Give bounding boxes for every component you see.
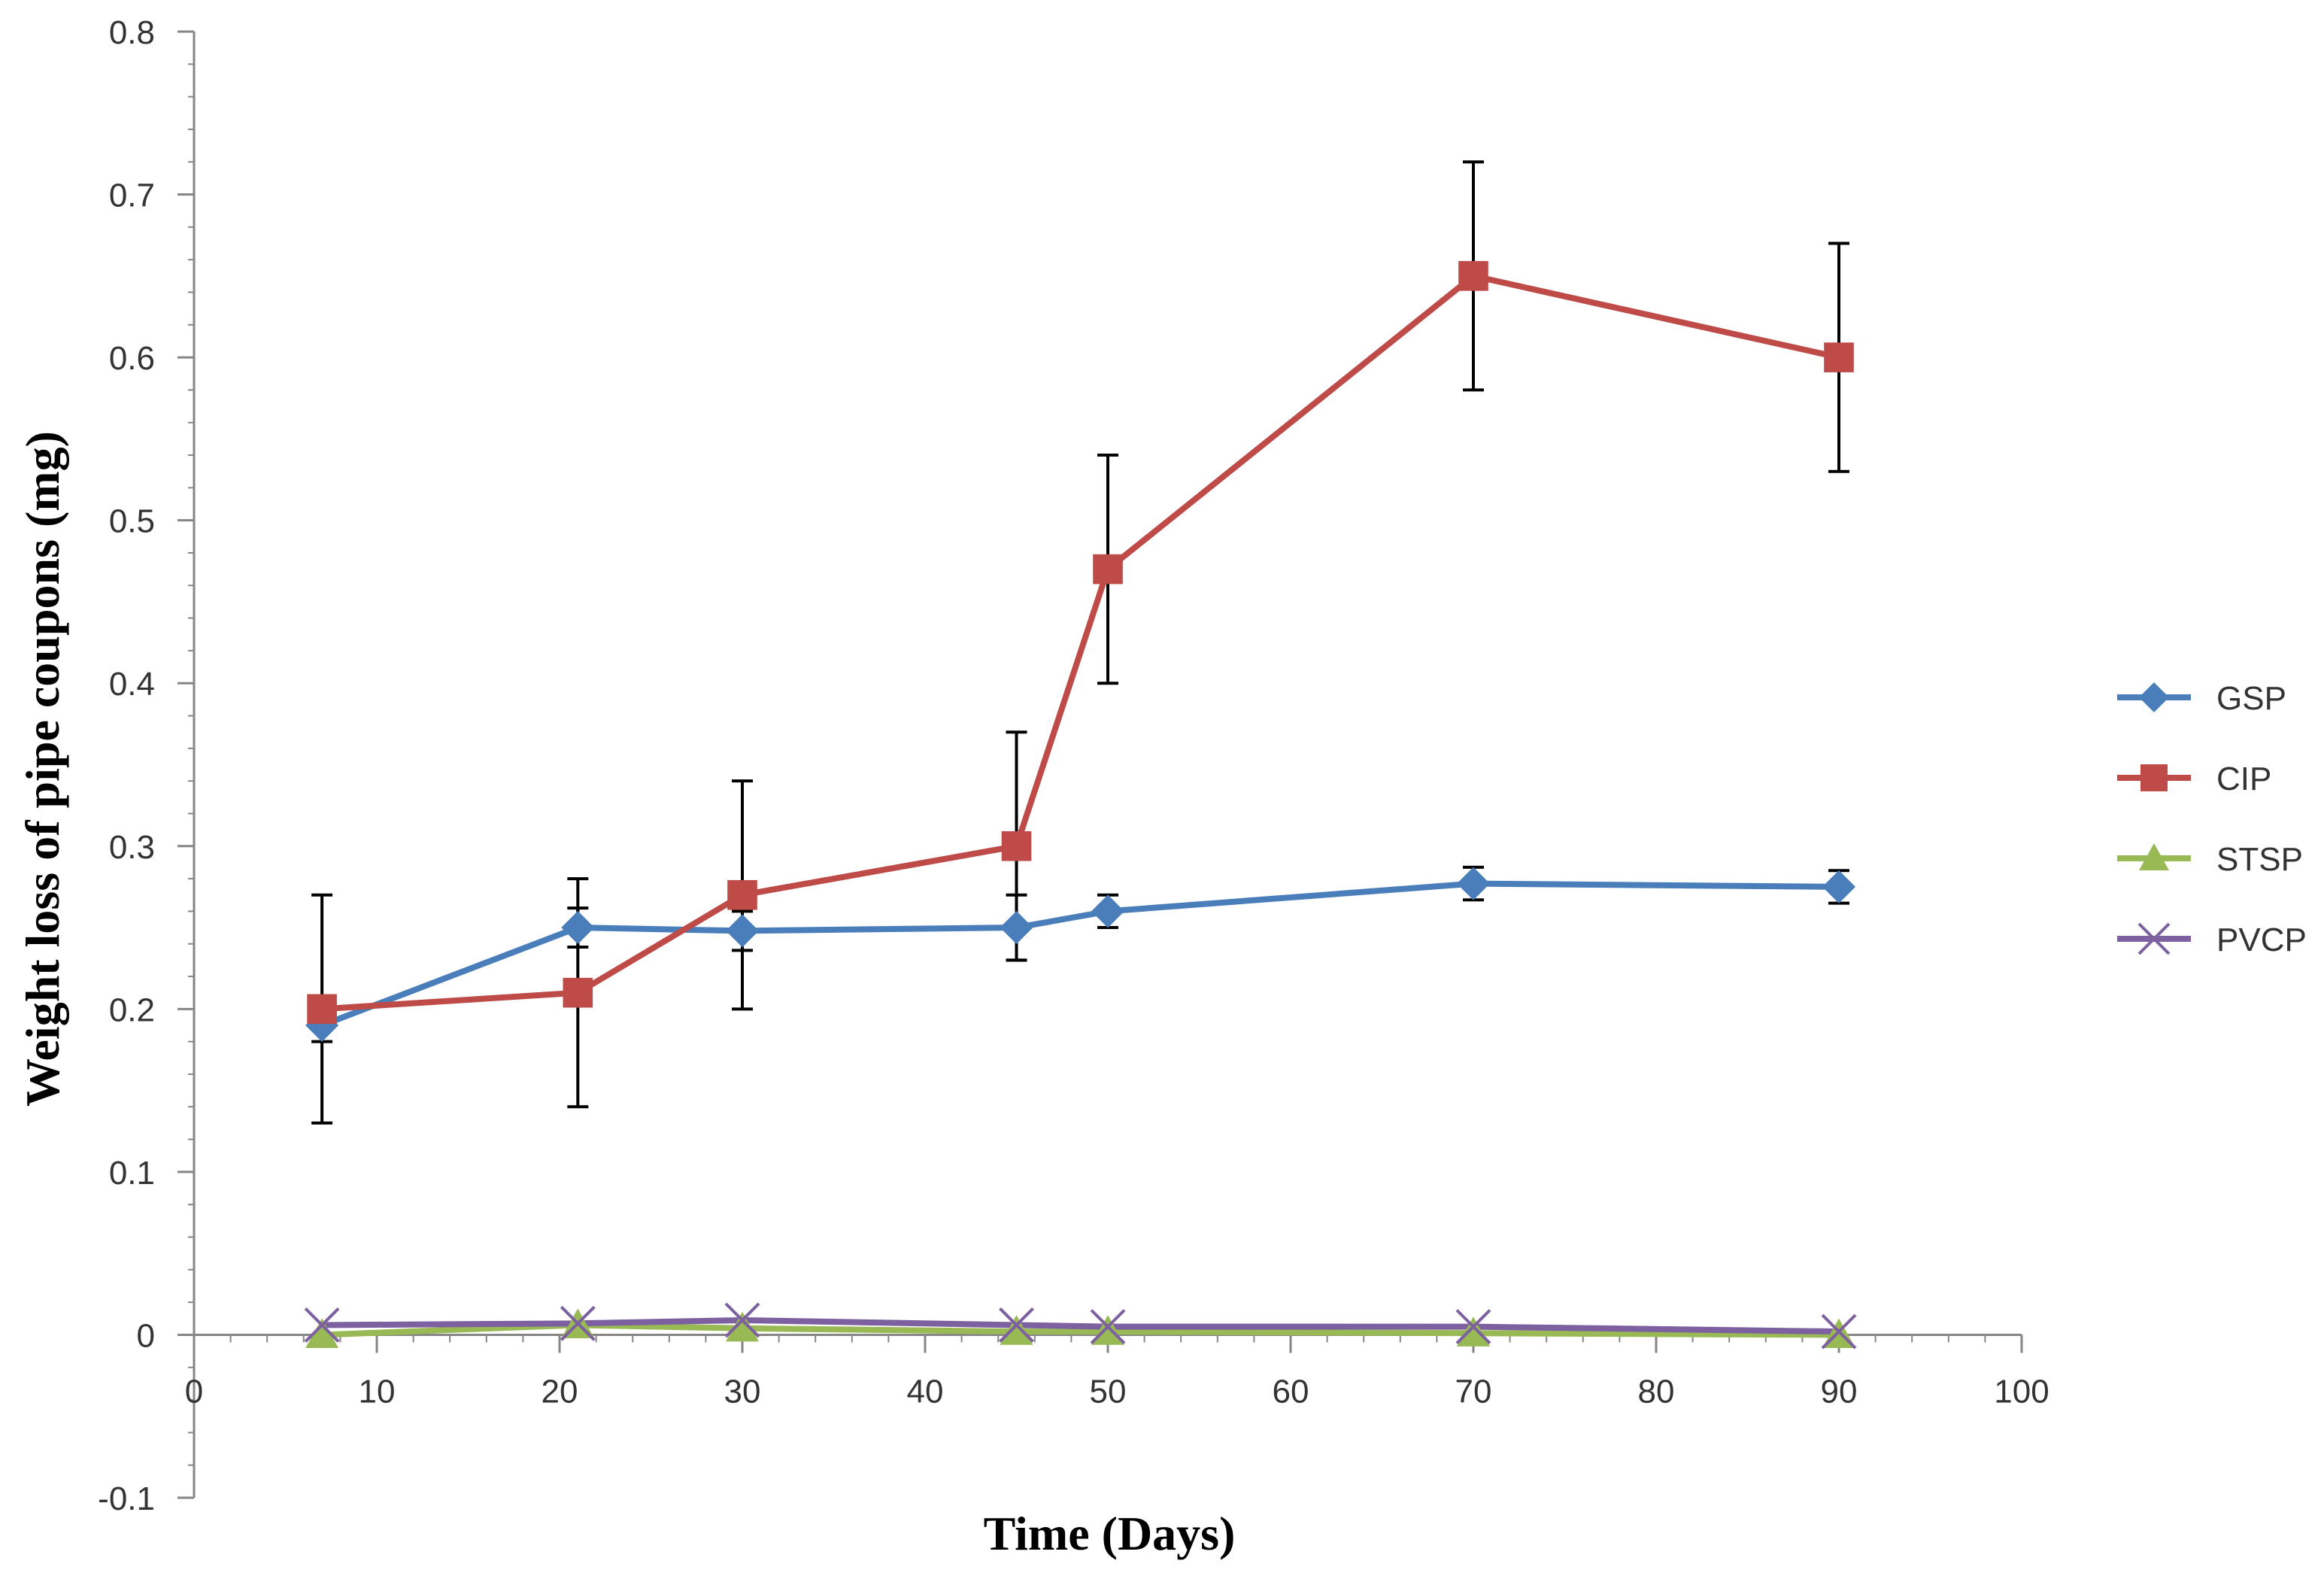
series-line-gsp: [320, 880, 1840, 1028]
y-tick-label: 0.2: [109, 991, 155, 1028]
point-pvcp: [999, 1307, 1034, 1343]
point-stsp: [305, 1318, 339, 1349]
x-tick-label: 60: [1273, 1373, 1309, 1410]
y-tick-label: 0.8: [109, 14, 155, 51]
point-pvcp-stroke: [724, 1302, 760, 1338]
point-gsp: [726, 914, 759, 948]
legend-marker-gsp: [2139, 682, 2169, 712]
y-tick-label: 0.7: [109, 178, 155, 214]
legend-label-pvcp: PVCP: [2216, 922, 2307, 958]
point-cip: [1093, 554, 1123, 584]
x-tick-label: 40: [907, 1373, 944, 1410]
y-tick-label: 0.3: [109, 829, 155, 866]
series-line-cip: [321, 272, 1840, 1013]
point-stsp: [1000, 1315, 1033, 1345]
x-tick-label: 70: [1455, 1373, 1492, 1410]
x-tick-label: 20: [542, 1373, 578, 1410]
point-pvcp-stroke: [304, 1307, 340, 1343]
point-gsp: [1822, 870, 1855, 903]
y-axis-title: Weight loss of pipe coupons (mg): [16, 431, 69, 1107]
legend: GSP CIP STSP PVCP: [2117, 680, 2307, 958]
x-tick-label: 0: [185, 1373, 203, 1410]
point-gsp: [561, 911, 595, 945]
point-cip: [1824, 342, 1854, 372]
x-tick-label: 100: [1994, 1373, 2049, 1410]
legend-label-cip: CIP: [2216, 761, 2271, 797]
point-cip: [307, 994, 337, 1025]
series-markers: [304, 261, 1857, 1350]
y-tick-label: 0.1: [109, 1155, 155, 1192]
point-pvcp-stroke: [1821, 1313, 1857, 1350]
point-cip: [727, 879, 757, 910]
point-cip: [563, 977, 593, 1008]
x-axis-title: Time (Days): [984, 1507, 1236, 1560]
point-gsp: [1000, 911, 1033, 945]
point-stsp: [726, 1311, 759, 1342]
x-tick-label: 90: [1821, 1373, 1858, 1410]
x-tick-label: 10: [359, 1373, 396, 1410]
point-pvcp: [1090, 1309, 1126, 1345]
point-cip: [1458, 261, 1488, 291]
legend-marker-pvcp-stroke: [2137, 922, 2171, 955]
legend-marker-stsp: [2139, 843, 2169, 870]
legend-marker-pvcp: [2137, 922, 2171, 955]
point-stsp: [1457, 1316, 1490, 1347]
point-gsp: [1091, 894, 1124, 928]
point-pvcp-stroke: [560, 1305, 596, 1341]
point-pvcp: [1455, 1309, 1491, 1345]
axes: -0.1 0 0.1 0.2 0.3 0.4 0.5 0.6 0.7 0.8 0 10 20 30 40 50…: [98, 14, 2049, 1517]
point-pvcp-stroke: [999, 1307, 1034, 1343]
series-lines: [320, 272, 1840, 1338]
legend-label-gsp: GSP: [2216, 680, 2286, 717]
point-pvcp-stroke: [1455, 1309, 1491, 1345]
x-tick-label: 80: [1638, 1373, 1675, 1410]
point-pvcp: [1821, 1313, 1857, 1350]
legend-marker-cip: [2140, 764, 2168, 791]
point-pvcp: [724, 1302, 760, 1338]
point-gsp: [1457, 867, 1490, 900]
point-pvcp: [560, 1305, 596, 1341]
y-tick-label: 0.4: [109, 666, 155, 703]
point-pvcp: [304, 1307, 340, 1343]
x-tick-label: 30: [724, 1373, 761, 1410]
x-tick-label: 50: [1090, 1373, 1127, 1410]
point-stsp: [1091, 1315, 1124, 1345]
point-cip: [1001, 830, 1032, 861]
y-tick-label: -0.1: [98, 1480, 155, 1517]
point-pvcp-stroke: [1090, 1309, 1126, 1345]
legend-label-stsp: STSP: [2216, 841, 2303, 878]
y-tick-label: 0.6: [109, 340, 155, 377]
y-tick-label: 0.5: [109, 503, 155, 540]
y-tick-label: 0: [137, 1317, 155, 1354]
